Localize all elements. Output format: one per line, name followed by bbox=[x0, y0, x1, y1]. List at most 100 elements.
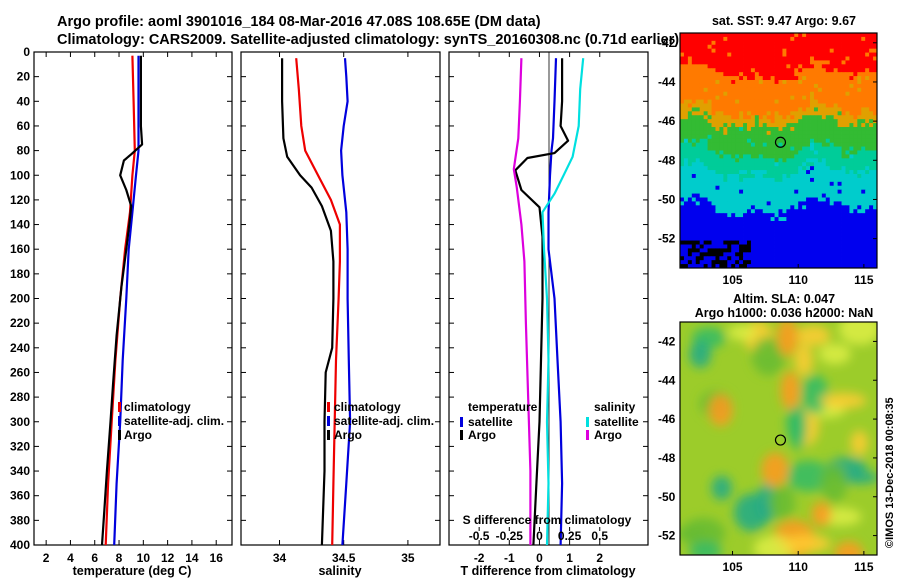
sst-cell bbox=[770, 158, 775, 163]
sst-cell bbox=[707, 189, 712, 194]
sst-cell bbox=[810, 103, 815, 108]
sst-cell bbox=[683, 224, 689, 230]
sst-cell bbox=[774, 52, 779, 57]
sst-cell bbox=[837, 240, 842, 245]
sst-cell bbox=[841, 224, 846, 230]
sst-cell bbox=[699, 52, 705, 57]
sst-cell bbox=[746, 146, 752, 151]
y-tick-label: 260 bbox=[10, 365, 30, 379]
sst-cell bbox=[869, 111, 874, 116]
sst-cell bbox=[723, 197, 728, 202]
sst-cell bbox=[746, 248, 752, 253]
sst-cell bbox=[754, 56, 760, 61]
sst-cell bbox=[715, 72, 720, 77]
sst-cell bbox=[810, 56, 815, 61]
sst-cell bbox=[865, 252, 870, 257]
legend-label-climatology: climatology bbox=[124, 400, 191, 414]
sst-cell bbox=[743, 33, 748, 38]
sst-cell bbox=[750, 162, 756, 167]
sst-cell bbox=[821, 127, 827, 132]
sst-cell bbox=[802, 154, 807, 159]
sst-cell bbox=[853, 134, 858, 140]
sst-cell bbox=[758, 162, 764, 167]
series-line-t-satellite bbox=[547, 58, 564, 545]
sst-cell bbox=[683, 83, 689, 89]
y-tick-label: -46 bbox=[658, 114, 676, 128]
sst-cell bbox=[798, 91, 803, 97]
sst-cell bbox=[802, 240, 807, 245]
sst-cell bbox=[869, 115, 874, 120]
sst-cell bbox=[766, 260, 772, 265]
sst-cell bbox=[857, 158, 862, 163]
sst-cell bbox=[687, 142, 693, 147]
sla-blob bbox=[820, 463, 848, 503]
sst-cell bbox=[869, 87, 874, 93]
sst-cell bbox=[703, 244, 708, 249]
sst-cell bbox=[869, 221, 874, 226]
sst-cell bbox=[837, 264, 842, 268]
sst-cell bbox=[853, 189, 858, 194]
sla-map-panel: Altim. SLA: 0.047 Argo h1000: 0.036 h200… bbox=[658, 292, 878, 574]
sst-cell bbox=[829, 111, 835, 116]
sst-cell bbox=[786, 146, 791, 151]
sst-cell bbox=[778, 111, 783, 116]
sst-cell bbox=[774, 158, 779, 163]
sst-cell bbox=[695, 40, 701, 46]
sst-cell bbox=[873, 154, 877, 159]
sst-cell bbox=[790, 201, 795, 206]
sst-cell bbox=[750, 228, 756, 234]
sst-cell bbox=[829, 134, 835, 140]
sst-cell bbox=[861, 91, 866, 97]
sst-cell bbox=[833, 80, 838, 85]
sst-cell bbox=[691, 52, 697, 57]
sst-cell bbox=[825, 181, 831, 187]
sst-cell bbox=[715, 103, 720, 108]
sst-cell bbox=[770, 256, 775, 261]
sst-cell bbox=[857, 248, 862, 253]
sst-cell bbox=[687, 240, 693, 245]
sst-cell bbox=[825, 174, 831, 179]
sst-cell bbox=[770, 201, 775, 206]
sst-cell bbox=[711, 232, 716, 238]
sst-cell bbox=[853, 174, 858, 179]
sst-cell bbox=[735, 150, 740, 155]
sst-cell bbox=[786, 224, 791, 230]
sst-cell bbox=[841, 44, 846, 50]
sst-cell bbox=[695, 232, 701, 238]
sst-cell bbox=[837, 127, 842, 132]
sst-cell bbox=[849, 142, 854, 147]
sst-cell bbox=[833, 185, 838, 191]
sst-cell bbox=[727, 123, 732, 128]
sst-cell bbox=[861, 201, 866, 206]
sst-cell bbox=[762, 103, 768, 108]
sst-cell bbox=[746, 80, 752, 85]
sst-cell bbox=[829, 162, 835, 167]
sst-cell bbox=[766, 166, 772, 171]
sst-cell bbox=[849, 166, 854, 171]
sst-cell bbox=[770, 177, 775, 183]
sst-cell bbox=[719, 138, 724, 144]
sst-cell bbox=[691, 119, 697, 124]
sst-cell bbox=[825, 56, 831, 61]
sst-cell bbox=[687, 213, 693, 218]
sst-cell bbox=[707, 228, 712, 234]
sst-cell bbox=[802, 205, 807, 210]
sst-cell bbox=[695, 158, 701, 163]
sst-cell bbox=[798, 181, 803, 187]
sst-cell bbox=[719, 56, 724, 61]
sst-cell bbox=[853, 119, 858, 124]
sst-cell bbox=[719, 87, 724, 93]
sst-cell bbox=[853, 213, 858, 218]
sst-cell bbox=[837, 174, 842, 179]
sla-blob bbox=[761, 452, 789, 488]
sst-cell bbox=[746, 48, 752, 53]
sst-cell bbox=[746, 181, 752, 187]
sst-cell bbox=[691, 72, 697, 77]
sst-cell bbox=[794, 209, 799, 214]
sst-cell bbox=[680, 142, 685, 147]
sst-cell bbox=[723, 68, 728, 73]
sst-cell bbox=[750, 185, 756, 191]
sst-cell bbox=[758, 217, 764, 222]
sst-cell bbox=[754, 193, 760, 198]
sst-cell bbox=[778, 44, 783, 50]
